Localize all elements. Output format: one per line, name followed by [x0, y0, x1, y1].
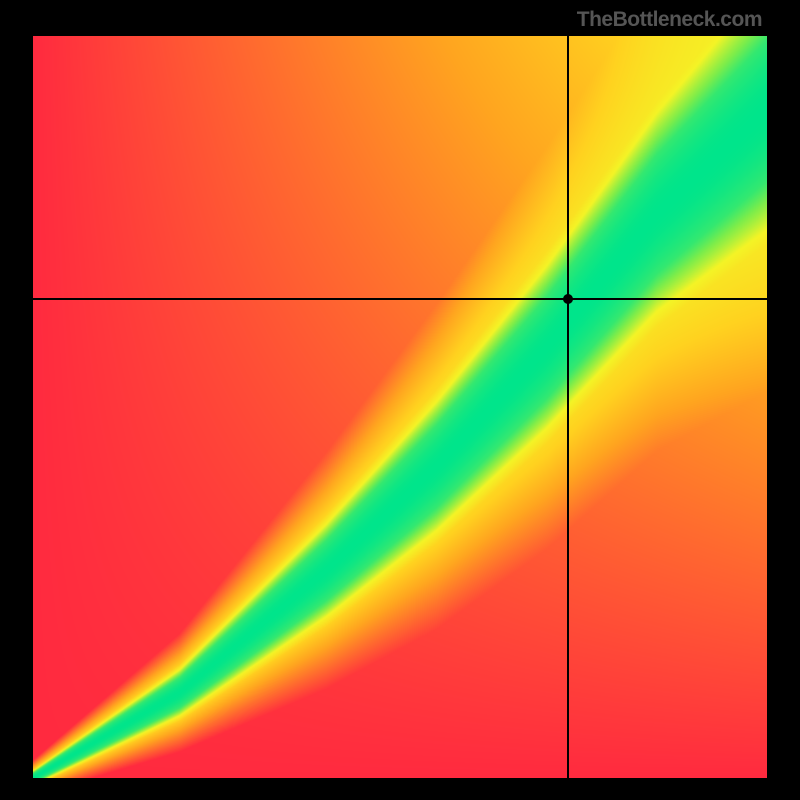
plot-area — [33, 36, 767, 778]
crosshair-marker — [563, 294, 573, 304]
watermark-text: TheBottleneck.com — [577, 8, 762, 32]
heatmap-canvas — [33, 36, 767, 778]
chart-wrapper: TheBottleneck.com — [0, 0, 800, 800]
crosshair-vertical — [567, 36, 569, 778]
crosshair-horizontal — [33, 298, 767, 300]
